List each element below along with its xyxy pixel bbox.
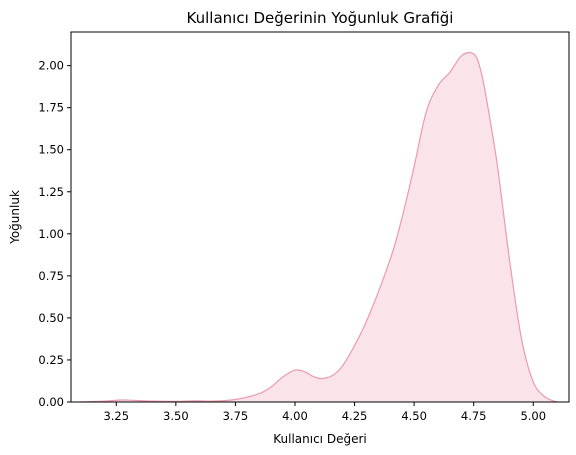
density-area [80,52,558,402]
y-tick-label: 1.50 [38,143,64,157]
axes-frame [70,31,570,403]
x-axis: 3.25 3.50 3.75 4.00 4.25 4.50 4.75 5.00 [103,402,546,423]
y-axis: 0.00 0.25 0.50 0.75 1.00 1.25 1.50 1.75 2.00 [38,59,71,409]
y-tick-label: 0.50 [38,311,64,325]
y-tick-label: 1.25 [38,185,64,199]
x-tick-label: 3.50 [163,409,189,423]
x-tick-label: 4.00 [282,409,308,423]
y-tick-label: 2.00 [38,59,64,73]
x-tick-label: 5.00 [520,409,546,423]
plot-area [80,51,558,403]
y-tick-label: 0.00 [38,395,64,409]
y-tick-label: 0.25 [38,353,64,367]
x-tick-label: 4.75 [461,409,487,423]
density-line [80,51,558,403]
x-tick-label: 4.50 [401,409,427,423]
x-axis-label: Kullanıcı Değeri [273,432,366,446]
chart-title: Kullanıcı Değerinin Yoğunluk Grafiği [187,9,454,27]
y-axis-label: Yoğunluk [8,190,22,245]
y-tick-label: 0.75 [38,269,64,283]
y-tick-label: 1.75 [38,101,64,115]
y-tick-label: 1.00 [38,227,64,241]
x-tick-label: 3.75 [223,409,249,423]
x-tick-label: 4.25 [342,409,368,423]
x-tick-label: 3.25 [103,409,129,423]
